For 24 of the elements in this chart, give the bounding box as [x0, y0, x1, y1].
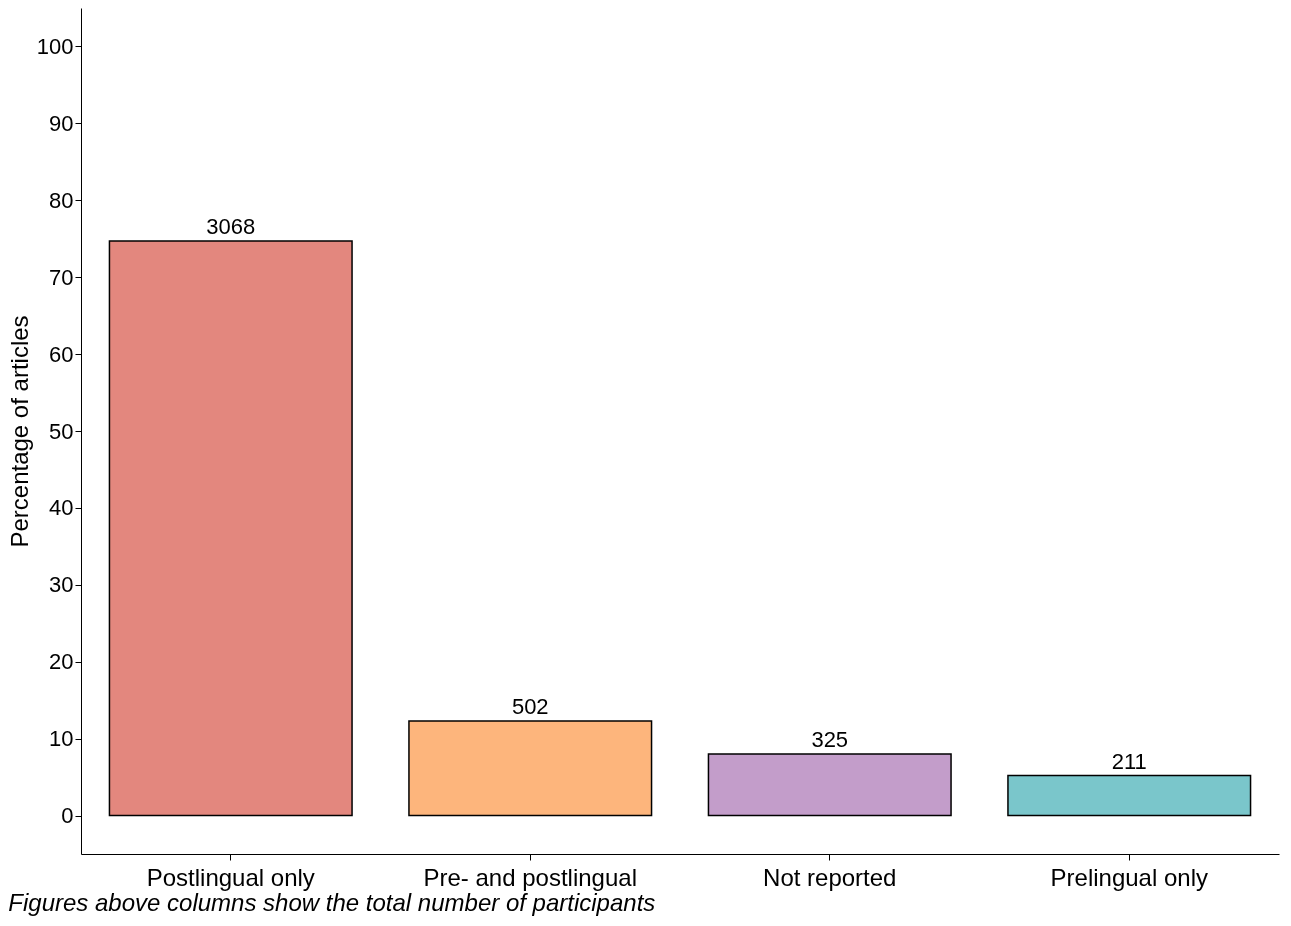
bar	[108, 240, 353, 817]
y-tick-label: 70	[49, 264, 74, 290]
x-tick-label: Prelingual only	[1050, 863, 1208, 891]
y-tick-label: 30	[49, 572, 74, 598]
bar	[1007, 774, 1252, 817]
bar	[707, 753, 952, 817]
y-tick-label: 0	[61, 803, 74, 829]
y-tick-label: 60	[49, 341, 74, 367]
y-tick-label: 10	[49, 726, 74, 752]
x-tick-label: Postlingual only	[146, 863, 315, 891]
x-tick-label: Not reported	[763, 863, 897, 891]
y-tick-label: 80	[49, 187, 74, 213]
y-axis-title: Percentage of articles	[5, 315, 33, 548]
y-tick-label: 20	[49, 649, 74, 675]
y-tick-label: 100	[36, 33, 74, 59]
annotation: 502	[511, 693, 549, 719]
annotation: 325	[811, 727, 849, 753]
y-tick-label: 50	[49, 418, 74, 444]
x-tick-label: Pre- and postlingual	[423, 863, 637, 891]
y-tick-label: 90	[49, 110, 74, 136]
annotation: 3068	[206, 214, 256, 240]
annotation: 211	[1111, 748, 1147, 774]
y-tick-label: 40	[49, 495, 74, 521]
bar	[408, 720, 653, 817]
